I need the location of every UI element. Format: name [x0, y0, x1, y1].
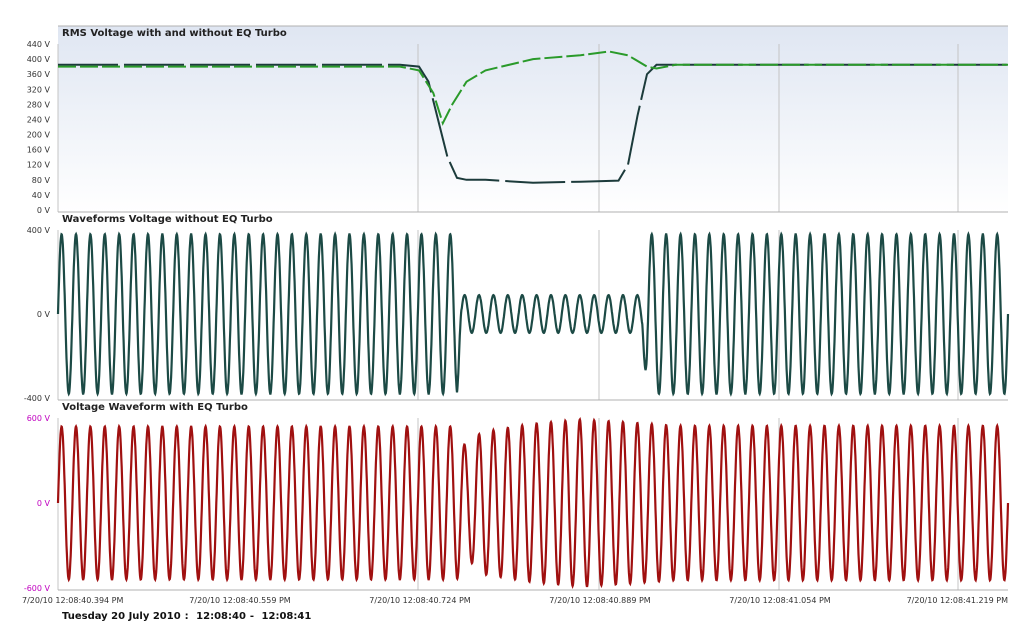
y-tick-label: 320 V: [27, 85, 51, 94]
chart-panel-1: RMS Voltage with and without EQ Turbo 440…: [27, 25, 1008, 215]
footer-separator: :: [184, 611, 189, 622]
waveform-line: [56, 231, 1010, 397]
chart-title: Waveforms Voltage without EQ Turbo: [62, 214, 273, 225]
panels-layer: RMS Voltage with and without EQ Turbo 440…: [24, 25, 1010, 593]
footer-start-time: 12:08:40: [196, 611, 246, 622]
footer-date: Tuesday 20 July 2010: [62, 611, 181, 622]
x-tick-label: 7/20/10 12:08:40.394 PM: [22, 596, 123, 605]
y-tick-label: 0 V: [37, 310, 51, 319]
y-tick-label: 440 V: [27, 40, 51, 49]
chart-title: RMS Voltage with and without EQ Turbo: [62, 28, 287, 39]
y-tick-label: 40 V: [32, 191, 51, 200]
footer-dash: -: [249, 611, 255, 622]
x-tick-label: 7/20/10 12:08:40.559 PM: [189, 596, 290, 605]
x-tick-label: 7/20/10 12:08:41.054 PM: [729, 596, 830, 605]
y-tick-label: 0 V: [37, 206, 51, 215]
x-tick-label: 7/20/10 12:08:40.889 PM: [549, 596, 650, 605]
y-tick-label: 240 V: [27, 115, 51, 124]
y-tick-label: 360 V: [27, 70, 51, 79]
y-tick-label: 160 V: [27, 146, 51, 155]
chart-panel-3: Voltage Waveform with EQ Turbo 600 V 0 V -6…: [24, 399, 1010, 593]
y-tick-label: 400 V: [27, 226, 51, 235]
x-tick-label: 7/20/10 12:08:40.724 PM: [369, 596, 470, 605]
chart-title: Voltage Waveform with EQ Turbo: [62, 402, 248, 413]
y-tick-label: 80 V: [32, 176, 51, 185]
chart-panel-2: Waveforms Voltage without EQ Turbo 400 V 0…: [24, 211, 1010, 403]
y-tick-label: 200 V: [27, 131, 51, 140]
waveform-line: [56, 416, 1010, 590]
x-tick-label: 7/20/10 12:08:41.219 PM: [907, 596, 1008, 605]
y-tick-label: 120 V: [27, 161, 51, 170]
y-tick-label: 600 V: [27, 414, 51, 423]
y-tick-label: -400 V: [24, 394, 51, 403]
y-tick-label: 0 V: [37, 499, 51, 508]
y-tick-label: 400 V: [27, 55, 51, 64]
footer-end-time: 12:08:41: [261, 611, 312, 622]
time-range-footer: Tuesday 20 July 2010: 12:08:40- 12:08:41: [62, 611, 315, 622]
series-line-1: [58, 63, 1008, 184]
series-line-2: [58, 50, 1008, 126]
panel-background: [58, 26, 1008, 212]
x-axis: 7/20/10 12:08:40.394 PM 7/20/10 12:08:40.…: [22, 589, 1008, 605]
y-tick-label: 280 V: [27, 100, 51, 109]
y-tick-label: -600 V: [24, 584, 51, 593]
